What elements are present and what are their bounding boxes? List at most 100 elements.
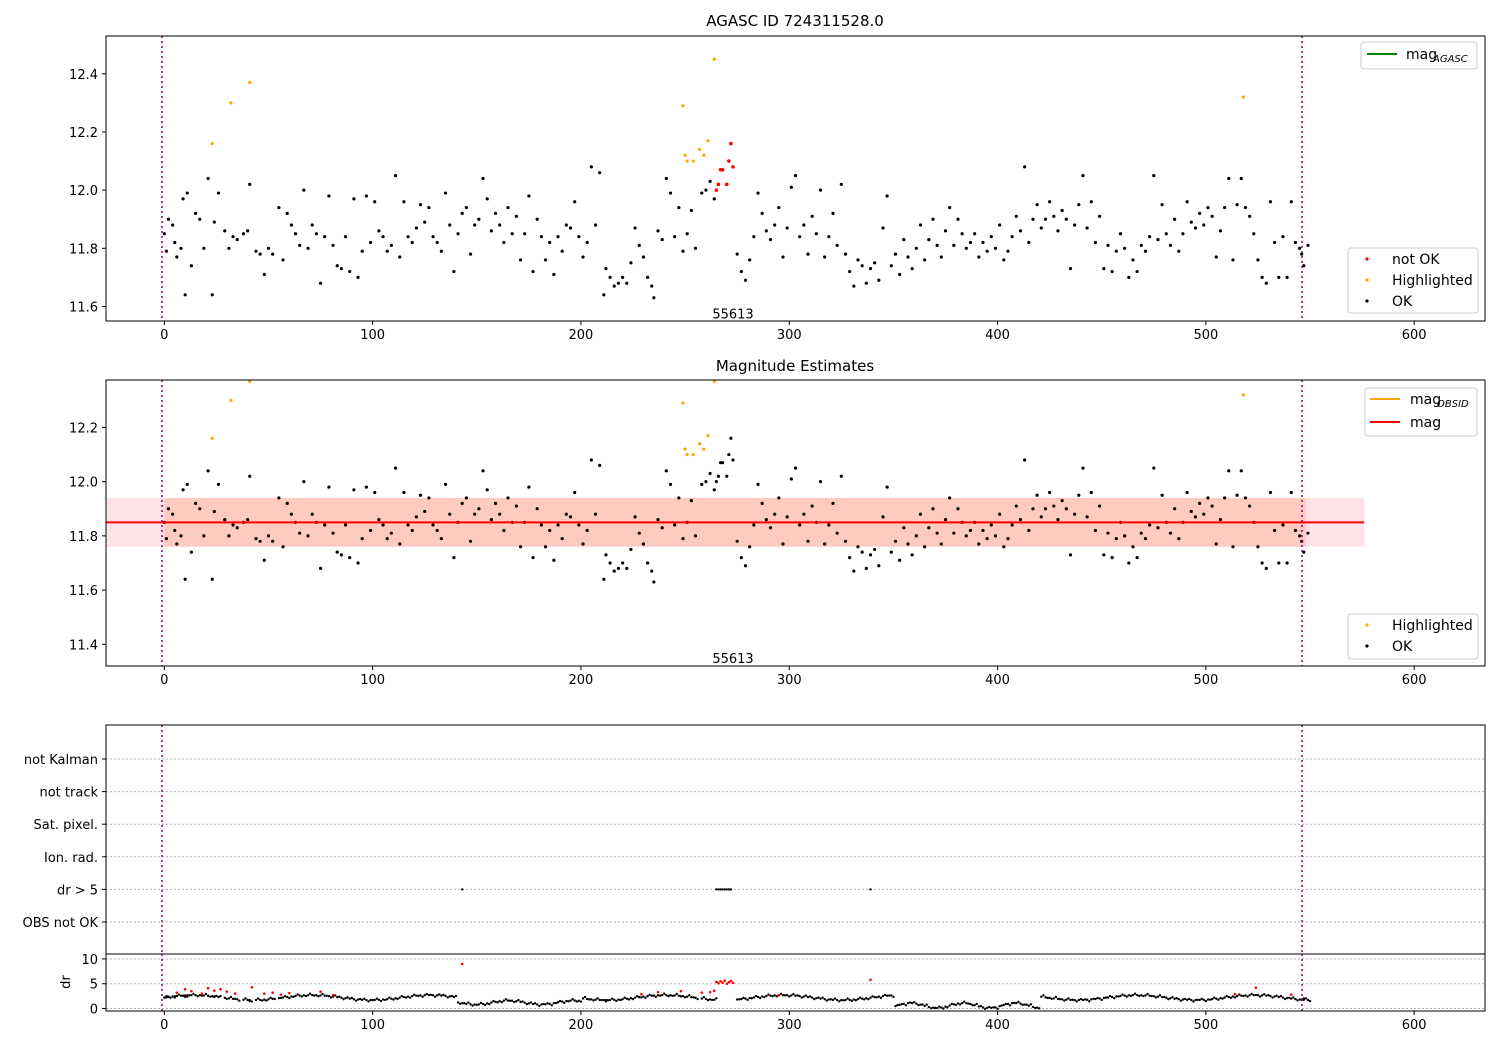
flags-points (461, 888, 872, 891)
dr-point (654, 995, 658, 998)
dr-point (942, 1007, 945, 1010)
dr-point (436, 994, 439, 997)
dr-point (1069, 998, 1072, 1002)
ok-point (1298, 246, 1302, 250)
ok-point (1227, 176, 1231, 181)
ok-point (873, 261, 877, 265)
dr-point (373, 998, 376, 1002)
dr-point (292, 995, 295, 999)
dr-point (454, 994, 458, 998)
ok-point (1031, 217, 1035, 221)
dr-point (923, 1004, 926, 1008)
ok-point-2 (1210, 504, 1214, 508)
ok-point (410, 240, 414, 245)
ok-point-2 (485, 488, 489, 492)
ok-point-2 (731, 458, 735, 462)
dr-point (846, 997, 849, 1000)
dr-point (206, 994, 210, 998)
dr-point (431, 993, 435, 997)
dr-point (669, 994, 672, 997)
dr-point (1115, 995, 1118, 998)
dr-point (1046, 996, 1049, 1000)
ok-point (1193, 226, 1198, 230)
dr-point (1210, 997, 1214, 1001)
highlighted-point (229, 101, 233, 105)
ok-point (518, 258, 523, 262)
dr-point (783, 994, 787, 997)
ok-point-2 (873, 547, 877, 552)
dr-point (348, 997, 351, 1000)
dr-point (656, 994, 660, 997)
ok-point (423, 220, 427, 224)
ok-point (1218, 229, 1223, 233)
dr-point (873, 995, 876, 999)
dr-red-point (219, 987, 222, 991)
dr-point (244, 997, 247, 1000)
ok-point (1214, 255, 1218, 259)
agasc-xtick-label: 200 (569, 328, 594, 343)
dr-point (590, 998, 593, 1001)
ok-point (1043, 217, 1048, 221)
ok-point (1264, 281, 1268, 285)
ok-point (777, 205, 781, 210)
dr-point (840, 998, 843, 1002)
dr-point (271, 997, 274, 1001)
ok-point-2 (246, 518, 250, 522)
dr-point (985, 1006, 989, 1010)
ok-point (923, 258, 927, 262)
ok-point (266, 246, 271, 250)
dr-point (979, 1005, 983, 1008)
dr-point (296, 993, 299, 996)
dr-point (1188, 997, 1191, 1001)
dr-point (1008, 1004, 1012, 1007)
dr-point (300, 995, 304, 998)
dr-point (1302, 998, 1305, 1002)
ok-point-2 (689, 499, 693, 503)
ok-point-2 (1231, 545, 1235, 549)
dr-point (533, 1002, 537, 1005)
dr-point (1150, 994, 1153, 998)
ok-point (506, 205, 510, 210)
dr-point (617, 998, 620, 1001)
ok-point (335, 264, 339, 268)
dr-point (1067, 997, 1070, 1000)
dr-point (486, 1002, 489, 1005)
dr-point (713, 998, 716, 1001)
dr-point (500, 1001, 503, 1004)
ok-point-2 (185, 482, 189, 486)
dr-point (302, 994, 306, 997)
ok-point (189, 264, 194, 268)
dr-red-point (331, 993, 335, 997)
dr-red-point (271, 991, 274, 994)
ok-point-2 (389, 531, 393, 535)
dr-point (613, 998, 616, 1002)
ok-point (443, 191, 448, 195)
dr-point (219, 994, 222, 998)
ok-point (198, 217, 202, 221)
ok-point (285, 211, 289, 215)
dr-point (200, 994, 204, 997)
dr-point (367, 1000, 370, 1003)
dr-point (404, 996, 408, 999)
dr-point (902, 1002, 906, 1005)
dr-point (858, 996, 862, 999)
ok-point-2 (1235, 493, 1239, 497)
dr-red-point (200, 992, 204, 995)
dr-point (290, 995, 293, 998)
ok-point (827, 235, 831, 239)
ok-point-2 (664, 469, 668, 473)
dr-point (1135, 993, 1139, 997)
ok-point-2 (398, 542, 402, 546)
ok-point (927, 237, 931, 242)
dr-point (648, 993, 651, 997)
ok-point-2 (262, 558, 266, 562)
dr-point (502, 999, 506, 1002)
ok-point-2 (956, 507, 960, 511)
ok-point (552, 272, 556, 277)
dr-point (465, 1002, 468, 1006)
dr-point (1019, 1002, 1022, 1005)
dr-point (785, 994, 789, 997)
ok-point-2 (948, 496, 952, 500)
ok-point-2 (1193, 515, 1198, 519)
ok-point-2 (935, 531, 939, 535)
